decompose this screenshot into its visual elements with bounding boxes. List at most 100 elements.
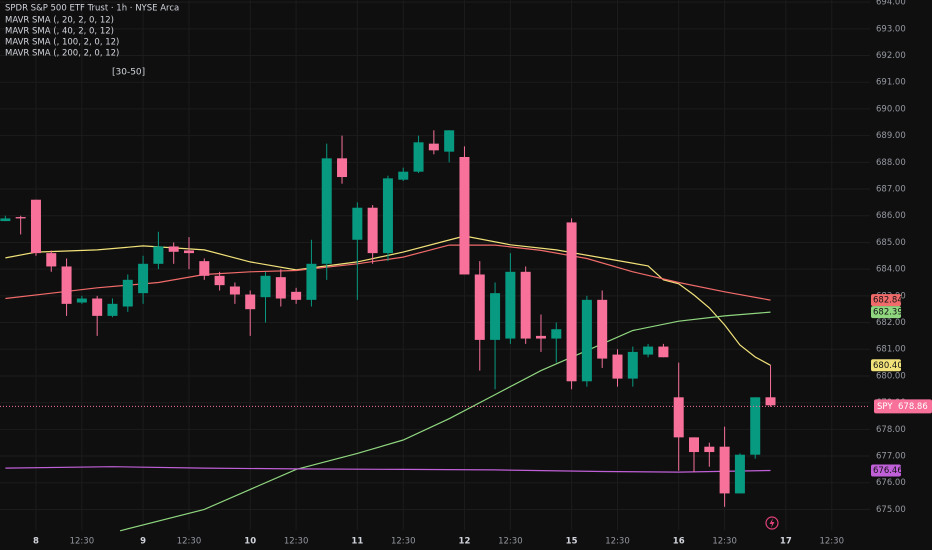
- candle-body: [275, 277, 286, 299]
- candle-body: [597, 299, 608, 359]
- candle-body: [306, 263, 317, 300]
- y-tick-label: 693.00: [876, 24, 906, 34]
- x-tick-label: 12:30: [177, 537, 202, 547]
- price-label-name: SPY: [877, 402, 893, 412]
- candle-body: [734, 454, 745, 494]
- x-tick-label: 8: [33, 537, 39, 547]
- candle-body: [122, 279, 133, 307]
- x-tick-label: 12:30: [498, 537, 523, 547]
- ma-line: [119, 311, 771, 532]
- candle-body: [413, 142, 424, 172]
- x-tick-label: 16: [673, 537, 685, 547]
- price-label-box: [871, 294, 901, 307]
- candle-body: [520, 271, 531, 339]
- x-tick-label: 12:30: [819, 537, 844, 547]
- ma-line: [5, 466, 771, 473]
- y-tick-label: 688.00: [876, 158, 906, 168]
- y-tick-label: 682.00: [876, 318, 906, 328]
- price-label-box: [871, 464, 901, 477]
- y-tick-label: 689.00: [876, 131, 906, 141]
- candle-body: [15, 217, 26, 219]
- x-tick-label: 12: [459, 537, 471, 547]
- candle-body: [291, 291, 302, 300]
- candle-body: [459, 156, 470, 275]
- candle-body: [0, 218, 11, 222]
- y-tick-label: 691.00: [876, 78, 906, 88]
- candle-body: [490, 293, 501, 340]
- price-axis: [871, 0, 932, 550]
- candle-body: [627, 351, 638, 379]
- candle-body: [398, 171, 409, 180]
- x-tick-label: 9: [140, 537, 146, 547]
- range-label: [30-50]: [112, 68, 145, 78]
- candle-body: [750, 397, 761, 455]
- candle-body: [229, 286, 240, 295]
- candle-body: [505, 271, 516, 339]
- x-tick-label: 12:30: [284, 537, 309, 547]
- candle-body: [168, 246, 179, 252]
- candle-body: [689, 437, 700, 453]
- candle-body: [138, 263, 149, 294]
- candle-body: [76, 298, 87, 303]
- candle-body: [61, 266, 72, 304]
- price-label-box: [874, 399, 932, 414]
- price-label: 682.39: [873, 308, 903, 318]
- candle-body: [658, 346, 669, 358]
- candle-body: [183, 250, 194, 254]
- candle-body: [153, 246, 164, 264]
- candle-body: [612, 354, 623, 379]
- candle-body: [46, 253, 57, 267]
- y-tick-label: 681.00: [876, 345, 906, 355]
- price-label: 676.46: [873, 466, 903, 476]
- y-tick-label: 686.00: [876, 211, 906, 221]
- candle-body: [382, 178, 393, 254]
- x-tick-label: 10: [244, 537, 256, 547]
- legend-entry: MAVR SMA (, 40, 2, 0, 12): [5, 27, 114, 37]
- candle-body: [566, 222, 577, 382]
- y-tick-label: 678.00: [876, 425, 906, 435]
- x-tick-label: 17: [780, 537, 792, 547]
- candle-body: [765, 397, 776, 406]
- ma-line: [5, 244, 771, 301]
- y-tick-label: 680.00: [876, 371, 906, 381]
- candle-body: [321, 158, 332, 264]
- y-tick-label: 676.00: [876, 478, 906, 488]
- x-tick-label: 15: [566, 537, 578, 547]
- y-tick-label: 692.00: [876, 51, 906, 61]
- candle-body: [337, 158, 348, 178]
- price-label-box: [871, 359, 901, 372]
- alert-icon[interactable]: [765, 516, 779, 530]
- y-tick-label: 694.00: [876, 0, 906, 8]
- candle-body: [199, 261, 210, 276]
- x-tick-label: 12:30: [712, 537, 737, 547]
- candle-body: [643, 346, 654, 355]
- x-tick-label: 12:30: [605, 537, 630, 547]
- ma-line: [5, 235, 771, 366]
- candle-body: [428, 143, 439, 151]
- candle-body: [214, 275, 225, 286]
- candle-body: [107, 303, 118, 316]
- candle-body: [551, 329, 562, 339]
- y-tick-label: 687.00: [876, 185, 906, 195]
- candle-body: [673, 397, 684, 438]
- candle-body: [719, 446, 730, 494]
- candle-body: [352, 207, 363, 240]
- y-tick-label: 690.00: [876, 104, 906, 114]
- candle-body: [535, 335, 546, 339]
- candle-body: [245, 294, 256, 310]
- y-tick-label: 677.00: [876, 452, 906, 462]
- price-label: 682.84: [873, 296, 903, 306]
- y-tick-label: 675.00: [876, 505, 906, 515]
- x-tick-label: 11: [351, 537, 363, 547]
- price-label-box: [871, 306, 901, 319]
- candle-body: [92, 298, 103, 316]
- chart-title: SPDR S&P 500 ETF Trust · 1h · NYSE Arca: [5, 4, 179, 14]
- legend-entry: MAVR SMA (, 100, 2, 0, 12): [5, 38, 119, 48]
- x-tick-label: 12:30: [391, 537, 416, 547]
- candle-body: [367, 207, 378, 254]
- candle-body: [474, 274, 485, 340]
- legend-entry: MAVR SMA (, 20, 2, 0, 12): [5, 16, 114, 26]
- y-tick-label: 684.00: [876, 265, 906, 275]
- legend-entry: MAVR SMA (, 200, 2, 0, 12): [5, 49, 119, 59]
